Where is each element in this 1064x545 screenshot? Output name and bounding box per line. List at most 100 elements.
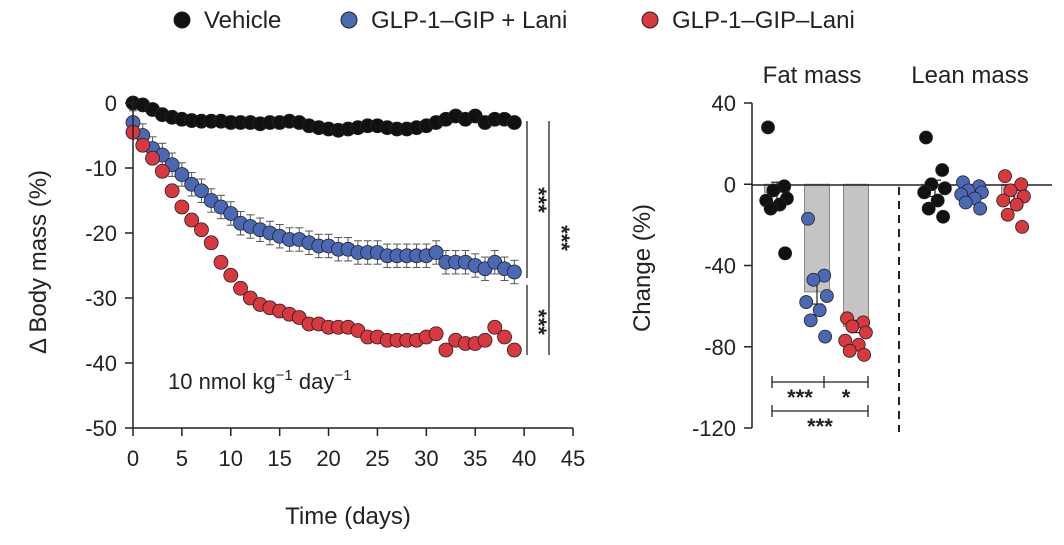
composition-y-ticks: 40 0 -40 -80 -120 [692,91,752,441]
point-fat-conj [842,343,857,358]
point-lean-combo [973,201,987,216]
point-fat-vehicle [761,120,775,135]
point-conj [194,222,209,238]
legend-marker-combo [340,11,358,29]
point-conj [506,342,522,358]
point-fat-combo [820,289,834,303]
point-lean-vehicle [936,209,950,224]
point-conj [184,212,200,228]
point-lean-conj [1015,220,1029,234]
comp-y-tick-label: 0 [724,172,736,197]
point-lean-conj [1003,183,1018,198]
point-fat-conj [857,347,871,362]
legend-marker-conjugate [641,11,659,29]
body-mass-chart: 0 5 10 15 20 25 30 35 40 45 0 -10 -20 -30 -40 -50 Time… [25,91,585,530]
sig-stars-vehicle-combo: *** [526,187,551,213]
comp-y-tick-label: 40 [712,91,736,116]
dose-annotation: 10 nmol kg−1 day−1 [168,367,351,394]
y-tick-label: -10 [85,156,117,181]
point-lean-vehicle [935,163,950,177]
point-combo [194,183,209,199]
point-conj [145,150,160,166]
point-conj [487,319,503,335]
point-lean-vehicle [919,130,933,145]
y-tick-label: 0 [105,91,117,116]
point-lean-vehicle [917,185,932,200]
x-tick-label: 25 [365,446,389,471]
point-conj [135,137,151,153]
point-conj [233,280,248,296]
legend-entry-conjugate: GLP-1–GIP–Lani [641,7,855,34]
body-mass-y-title: Δ Body mass (%) [25,170,52,354]
composition-y-title: Change (%) [629,204,656,332]
comp-y-tick-label: -80 [704,335,736,360]
point-fat-vehicle [778,246,792,261]
point-fat-combo [803,313,818,328]
point-combo [506,264,522,280]
point-conj [174,199,190,215]
x-tick-label: 15 [267,446,291,471]
point-combo [428,245,444,260]
composition-bars [764,179,1027,334]
x-tick-label: 20 [316,446,340,471]
body-mass-y-ticks: 0 -10 -20 -30 -40 -50 [85,91,133,441]
point-fat-combo [812,303,827,318]
legend-label-vehicle: Vehicle [204,7,281,34]
point-lean-vehicle [921,201,936,216]
x-tick-label: 5 [176,446,188,471]
point-lean-conj [1009,197,1024,212]
y-tick-label: -50 [85,416,117,441]
point-fat-vehicle [763,201,778,216]
y-tick-label: -20 [85,221,117,246]
composition-points [759,120,1031,362]
sig-stars-fat-veh-conj: *** [807,414,833,439]
point-fat-conj [859,325,873,340]
y-tick-label: -30 [85,286,117,311]
legend-label-combo: GLP-1–GIP + Lani [371,7,567,34]
point-conj [203,235,219,251]
body-mass-axes: 0 5 10 15 20 25 30 35 40 45 0 -10 -20 -30 -40 -50 [85,91,585,471]
point-combo [174,167,190,182]
y-tick-label: -40 [85,351,117,376]
point-fat-conj [845,319,860,334]
point-lean-combo [958,195,973,210]
point-combo [223,206,239,221]
bar-fat-conj [843,183,869,327]
point-lean-conj [1000,207,1015,222]
body-mass-significance: *** *** *** [526,121,574,355]
composition-significance: *** * *** [771,376,869,439]
sig-stars-combo-conj: *** [526,309,551,335]
comp-y-tick-label: -40 [704,254,736,279]
composition-chart: Fat mass Lean mass Change (%) 40 0 -40 -80 -… [629,62,1052,441]
point-fat-combo [801,211,815,226]
body-mass-errorbars [129,99,519,357]
body-mass-x-title: Time (days) [285,503,411,530]
legend-entry-vehicle: Vehicle [173,7,281,34]
comp-y-tick-label: -120 [692,416,736,441]
point-lean-conj [998,169,1012,184]
dose-annotation-mid: day [293,369,335,394]
sig-stars-fat-combo-conj: * [842,385,851,410]
legend: Vehicle GLP-1–GIP + Lani GLP-1–GIP–Lani [173,7,855,34]
lean-mass-title: Lean mass [911,62,1028,89]
fat-mass-title: Fat mass [763,62,862,89]
body-mass-x-ticks: 0 5 10 15 20 25 30 35 40 45 [127,428,585,471]
point-conj [213,254,229,270]
body-mass-points [125,95,522,358]
x-tick-label: 45 [561,446,585,471]
x-tick-label: 10 [219,446,243,471]
sig-stars-vehicle-conj: *** [549,225,574,251]
dose-annotation-exp1: −1 [276,367,293,384]
point-fat-combo [799,295,814,309]
point-conj [164,183,180,199]
point-fat-vehicle [766,183,781,198]
point-conj [477,332,493,348]
x-tick-label: 35 [463,446,487,471]
dose-annotation-text: 10 nmol kg [168,369,276,394]
point-fat-combo [806,272,821,287]
composition-axes: 40 0 -40 -80 -120 [692,91,753,441]
legend-label-conjugate: GLP-1–GIP–Lani [672,7,855,34]
legend-marker-vehicle [173,11,191,29]
sig-stars-fat-veh-combo: *** [787,385,813,410]
point-lean-vehicle [930,193,945,208]
